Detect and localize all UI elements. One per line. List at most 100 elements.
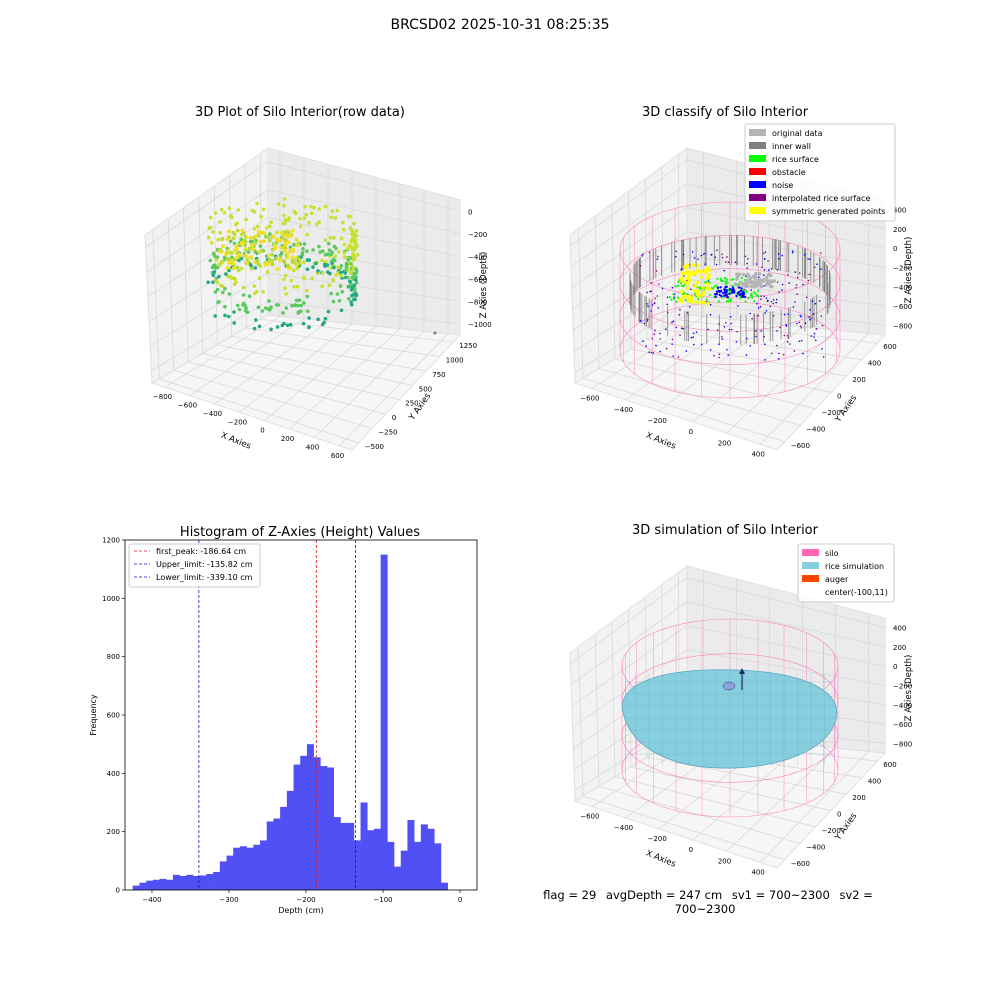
rice-surface-point	[757, 295, 760, 298]
depth-histogram: Histogram of Z-Axies (Height) Values −400…	[89, 525, 478, 915]
raw-point	[268, 224, 272, 229]
noise-point	[646, 303, 648, 305]
x-axis-label: X Axies	[644, 431, 677, 452]
raw-point	[326, 309, 331, 314]
sv2-value: sv2 = 700~2300	[674, 888, 873, 916]
raw-point	[279, 246, 284, 250]
grid-line	[578, 646, 785, 861]
symmetric-point	[693, 284, 698, 288]
noise-point	[763, 295, 765, 297]
z-tick-label: 200	[893, 644, 906, 652]
raw-point	[301, 247, 305, 251]
raw-point	[348, 279, 352, 284]
z-tick-label: −200	[893, 683, 912, 691]
raw-point	[235, 265, 240, 270]
noise-point	[785, 325, 788, 327]
raw-point	[214, 278, 218, 282]
noise-point	[799, 325, 802, 328]
original-point	[746, 284, 750, 288]
symmetric-point	[705, 286, 710, 290]
legend-label: rice surface	[772, 155, 819, 164]
original-point	[768, 284, 773, 289]
x-axis-label: Depth (cm)	[278, 906, 323, 915]
x-tick-label: −400	[614, 406, 633, 414]
noise-point	[642, 340, 644, 342]
raw-point	[255, 259, 260, 263]
raw-point	[235, 228, 240, 233]
raw-point	[248, 239, 253, 244]
histogram-bar	[373, 828, 381, 890]
raw-point	[240, 228, 245, 233]
raw-point	[317, 220, 321, 224]
grid-line	[571, 625, 886, 707]
raw-point	[266, 235, 270, 240]
raw-point	[341, 220, 345, 225]
raw-point	[267, 257, 272, 262]
noise-point	[771, 352, 773, 355]
raw-point	[345, 263, 349, 267]
raw-point	[290, 303, 294, 308]
rice-surface-point	[727, 300, 730, 303]
noise-point	[820, 315, 823, 317]
noise-point	[639, 320, 642, 322]
raw-point	[255, 224, 260, 229]
raw-point	[346, 296, 351, 301]
noise-point	[647, 305, 649, 307]
noise-point	[724, 294, 727, 297]
noise-point	[765, 309, 768, 312]
rice-surface-point	[668, 296, 672, 299]
noise-point	[742, 292, 745, 296]
noise-point	[746, 262, 748, 265]
noise-point	[718, 323, 720, 325]
legend-label: inner wall	[772, 142, 811, 151]
raw-point	[305, 232, 309, 237]
legend-swatch	[749, 207, 766, 214]
raw-point	[339, 236, 344, 241]
raw-point	[231, 276, 236, 280]
y-tick-label: 600	[883, 761, 896, 769]
noise-point	[800, 339, 803, 342]
noise-point	[781, 254, 783, 257]
noise-point	[740, 295, 744, 298]
raw-point	[343, 271, 348, 275]
raw-point	[350, 293, 354, 298]
histogram-bar	[340, 822, 348, 890]
noise-point	[807, 279, 810, 282]
histogram-bar	[286, 790, 294, 890]
raw-point	[345, 275, 350, 280]
raw-point	[342, 251, 347, 255]
x-tick-label: 400	[306, 443, 319, 451]
noise-point	[721, 256, 724, 259]
raw-point	[292, 242, 296, 247]
raw-point	[271, 234, 276, 239]
raw-point	[227, 206, 232, 211]
raw-point	[241, 293, 246, 297]
symmetric-point	[699, 269, 704, 274]
noise-point	[730, 322, 732, 325]
grid-line	[591, 152, 704, 389]
raw-point	[218, 262, 223, 266]
y-tick-label: 1250	[459, 342, 477, 350]
y-tick-label: −200	[822, 827, 841, 835]
noise-point	[682, 253, 685, 256]
rice-surface-point	[744, 300, 747, 303]
y-tick-label: 1200	[102, 537, 120, 545]
raw-point	[316, 317, 320, 322]
noise-point	[798, 340, 801, 342]
rice-surface-point	[717, 300, 720, 303]
raw-point	[283, 238, 288, 242]
noise-point	[673, 296, 675, 299]
raw-point	[245, 261, 250, 266]
raw-point	[299, 303, 303, 308]
noise-point	[690, 336, 693, 339]
raw-point	[225, 237, 229, 242]
raw-point	[252, 326, 257, 331]
legend-swatch	[749, 155, 766, 162]
raw-point	[272, 242, 277, 247]
noise-point	[775, 301, 777, 304]
raw-point	[276, 202, 281, 206]
y-tick-label: 400	[868, 778, 881, 786]
raw-point	[232, 310, 236, 314]
raw-point	[323, 252, 328, 257]
raw-point	[307, 221, 311, 225]
